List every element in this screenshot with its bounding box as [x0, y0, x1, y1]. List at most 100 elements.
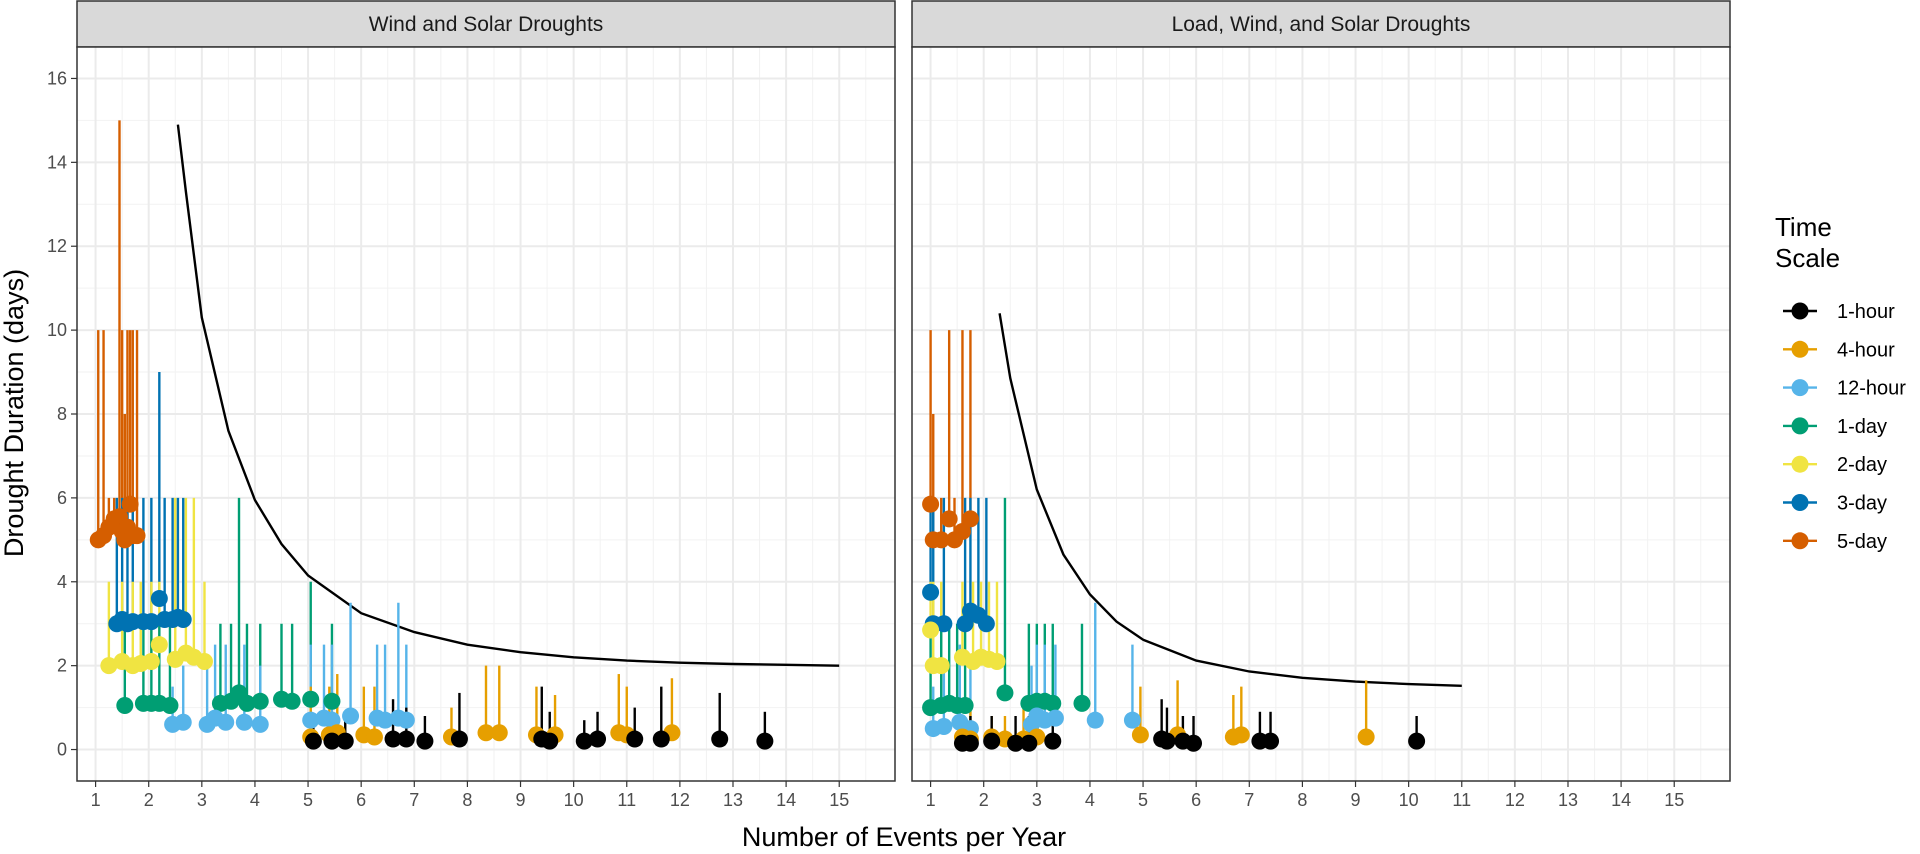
data-point-5-day	[953, 522, 971, 540]
data-point-1-hour	[983, 732, 1001, 750]
data-point-1-hour	[652, 730, 670, 748]
legend-item-1-day: 1-day	[1783, 416, 1887, 438]
legend-label: 1-hour	[1837, 301, 1895, 323]
data-point-1-hour	[336, 732, 354, 750]
gridlines	[912, 47, 1730, 781]
legend-key-point	[1791, 340, 1809, 358]
data-point-2-day	[100, 657, 118, 675]
x-tick-label: 3	[1032, 790, 1042, 810]
data-point-1-day	[283, 692, 301, 710]
data-layer	[922, 313, 1462, 752]
legend-item-4-hour: 4-hour	[1783, 339, 1895, 361]
x-tick-label: 8	[462, 790, 472, 810]
data-point-1-hour	[1262, 732, 1280, 750]
legend-label: 3-day	[1837, 493, 1887, 515]
x-tick-label: 8	[1297, 790, 1307, 810]
threshold-curve	[176, 124, 840, 667]
data-point-12-hour	[217, 713, 235, 731]
x-tick-label: 12	[1505, 790, 1525, 810]
legend-entries: 1-hour 4-hour 12-hour 1-day 2-day 3-day 5-day	[1783, 301, 1906, 553]
data-point-12-hour	[235, 713, 253, 731]
data-point-1-hour	[1020, 734, 1038, 752]
data-layer	[89, 120, 840, 750]
legend-label: 12-hour	[1837, 378, 1906, 400]
data-point-12-hour	[1086, 711, 1104, 729]
data-point-5-day	[961, 510, 979, 528]
data-point-12-hour	[935, 717, 953, 735]
legend-title-line-2: Scale	[1775, 243, 1840, 273]
legend-label: 2-day	[1837, 454, 1887, 476]
data-point-1-day	[116, 697, 134, 715]
data-point-1-hour	[450, 730, 468, 748]
legend-item-3-day: 3-day	[1783, 493, 1887, 515]
x-tick-label: 14	[776, 790, 796, 810]
x-tick-label: 9	[516, 790, 526, 810]
x-tick-label: 2	[144, 790, 154, 810]
x-tick-label: 4	[250, 790, 260, 810]
data-point-2-day	[932, 657, 950, 675]
legend-item-12-hour: 12-hour	[1783, 378, 1906, 400]
data-point-4-hour	[1357, 728, 1375, 746]
data-point-1-day	[956, 697, 974, 715]
x-tick-label: 6	[356, 790, 366, 810]
data-point-1-hour	[961, 734, 979, 752]
data-point-1-hour	[711, 730, 729, 748]
x-tick-label: 4	[1085, 790, 1095, 810]
data-point-3-day	[935, 615, 953, 633]
x-tick-label: 6	[1191, 790, 1201, 810]
y-tick-label: 6	[57, 488, 67, 508]
x-tick-label: 11	[617, 790, 636, 810]
data-point-1-day	[161, 697, 179, 715]
x-tick-label: 1	[91, 790, 101, 810]
data-point-1-hour	[589, 730, 607, 748]
data-point-1-hour	[304, 732, 322, 750]
x-tick-label: 2	[979, 790, 989, 810]
panel-border	[911, 46, 1731, 782]
threshold-curve	[998, 313, 1462, 687]
y-tick-label: 2	[57, 656, 67, 676]
x-tick-label: 9	[1351, 790, 1361, 810]
data-point-4-hour	[1232, 726, 1250, 744]
y-axis-title: Drought Duration (days)	[0, 269, 29, 557]
data-point-4-hour	[477, 724, 495, 742]
data-point-12-hour	[302, 711, 320, 729]
data-point-1-day	[1073, 694, 1091, 712]
y-tick-label: 16	[47, 68, 67, 88]
data-point-3-day	[922, 583, 940, 601]
y-tick-label: 14	[47, 152, 67, 172]
data-point-12-hour	[1123, 711, 1141, 729]
panel-title: Load, Wind, and Solar Droughts	[1172, 13, 1471, 36]
data-point-1-hour	[323, 732, 341, 750]
legend-key-point	[1791, 494, 1809, 511]
legend-title-line-1: Time	[1775, 212, 1832, 242]
legend-key-point	[1791, 455, 1809, 473]
data-point-1-day	[251, 692, 269, 710]
data-point-1-hour	[1158, 732, 1176, 750]
data-point-5-day	[940, 510, 958, 528]
data-point-12-hour	[174, 713, 192, 731]
data-point-12-hour	[251, 715, 269, 733]
data-point-12-hour	[376, 711, 394, 729]
x-tick-label: 5	[1138, 790, 1148, 810]
data-point-2-day	[922, 621, 940, 639]
data-point-5-day	[922, 495, 940, 513]
legend-item-5-day: 5-day	[1783, 531, 1887, 553]
legend-item-2-day: 2-day	[1783, 454, 1887, 476]
data-point-3-day	[142, 613, 160, 631]
data-point-12-hour	[397, 711, 415, 729]
legend: Time Scale 1-hour 4-hour 12-hour 1-day 2-day…	[1775, 212, 1906, 553]
data-point-5-day	[932, 531, 950, 549]
legend-label: 5-day	[1837, 531, 1887, 553]
data-point-1-hour	[416, 732, 434, 750]
data-point-1-hour	[1408, 732, 1426, 750]
x-tick-label: 1	[926, 790, 936, 810]
data-point-4-hour	[490, 724, 508, 742]
legend-label: 1-day	[1837, 416, 1887, 438]
data-point-1-day	[1044, 694, 1062, 712]
legend-label: 4-hour	[1837, 339, 1895, 361]
data-point-1-hour	[626, 730, 644, 748]
data-point-1-hour	[384, 730, 402, 748]
data-point-1-hour	[1185, 734, 1203, 752]
